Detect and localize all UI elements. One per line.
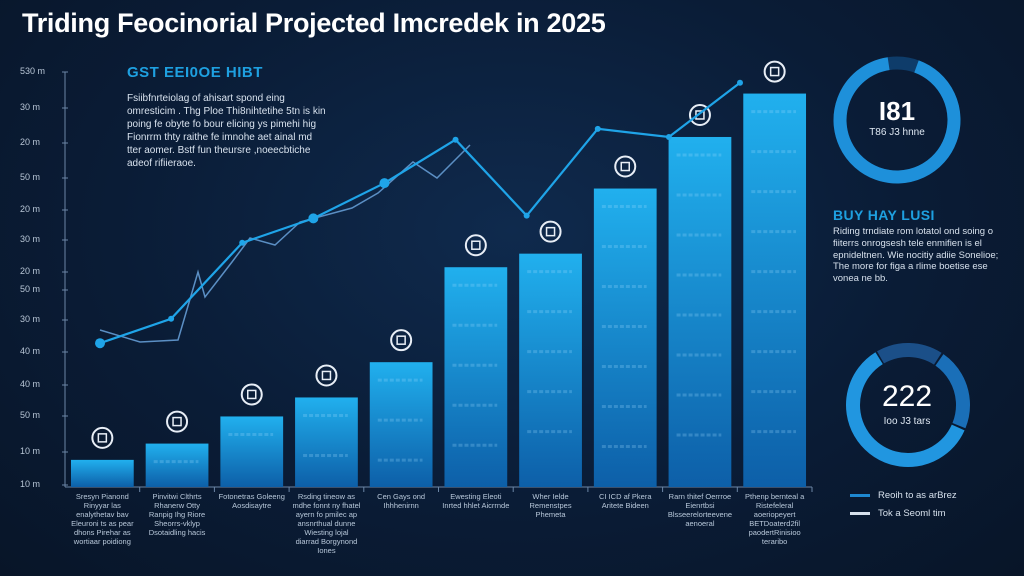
chart-title: Triding Feocinorial Projected Imcredek i… (22, 8, 606, 38)
donut1-value: I81 (878, 96, 916, 126)
y-tick-label: 50 m (20, 172, 41, 182)
legend-swatch (850, 512, 870, 515)
x-tick-label: Rarn thitef Oerrroe Eienrtbsi Blsseerelo… (667, 492, 733, 528)
y-tick-label: 50 m (20, 410, 41, 420)
category-icon (315, 364, 338, 387)
category-icon (91, 426, 114, 449)
trend-point (95, 338, 105, 349)
trend-point (379, 178, 390, 189)
bar (295, 397, 358, 487)
donut2-value: 222 (881, 380, 933, 413)
y-tick-label: 20 m (20, 266, 41, 276)
y-tick-label: 530 m (20, 66, 46, 76)
side-panel-heading: BUY HAY LUSI (833, 207, 935, 223)
trend-point (594, 125, 601, 132)
bar (369, 362, 433, 487)
bar (220, 416, 284, 487)
y-tick-label: 30 m (20, 314, 41, 324)
trend-point (665, 133, 672, 140)
donut2-segment (846, 343, 970, 467)
category-icon (390, 329, 413, 352)
y-tick-label: 10 m (20, 479, 41, 489)
x-tick-label: Wher Ielde Remenstpes Phemeta (529, 492, 572, 519)
bar (444, 267, 508, 487)
y-tick-label: 20 m (20, 137, 41, 147)
bar (743, 93, 807, 488)
x-tick-label: Sresyn Pianond Rinyyar las enalythetav b… (71, 492, 134, 546)
y-tick-label: 20 m (20, 204, 41, 214)
x-tick-label: Ewesting Eleoti Inrted hhlet Aicrrnde (442, 492, 510, 510)
donut1-subtitle: T86 J3 hnne (869, 127, 925, 138)
intro-heading: GST EEI0OE HIBT (127, 64, 263, 81)
legend-label: Tok a Seoml tim (878, 508, 946, 519)
donut2-segment (846, 343, 970, 467)
trend-point (239, 239, 246, 246)
category-icon (166, 410, 189, 433)
donut2-subtitle: Ioo J3 tars (883, 416, 931, 427)
intro-text: Fsiibfnrteiolag of ahisart spond eing om… (127, 93, 326, 169)
secondary-line (99, 144, 471, 343)
y-tick-label: 30 m (20, 102, 41, 112)
category-icon (240, 383, 263, 406)
trend-point (737, 79, 743, 86)
bar (593, 188, 657, 488)
category-icon (614, 155, 637, 178)
x-tick-label: Pthenp bernteal a Ristefeleral aoeriopey… (745, 492, 805, 546)
x-tick-label: Fotonetras Goleeng Aosdisaytre (218, 492, 285, 510)
x-tick-label: Pinvitwi Clthrts Rhanerw Otty Ranpig Ihg… (148, 492, 206, 537)
x-tick-label: CI ICD af Pkera Aritete Bideen (598, 492, 652, 510)
x-tick-label: Rsding tineow as mdhe fonnt ny fhatel ay… (292, 492, 361, 555)
trend-line (99, 81, 741, 345)
legend-item: Tok a Seoml tim (850, 508, 946, 519)
y-tick-label: 40 m (20, 379, 41, 389)
category-icon (763, 60, 786, 83)
legend-swatch (850, 494, 870, 497)
x-tick-label: Cen Gays ond Ihhhenirnn (377, 492, 426, 510)
legend-label: Reoih to as arBrez (878, 490, 957, 501)
legend-item: Reoih to as arBrez (850, 490, 957, 501)
bar (145, 443, 209, 487)
side-panel-text: Riding trndiate rom lotatol ond soing o … (833, 226, 999, 285)
donut2-segment (846, 343, 970, 467)
y-tick-label: 50 m (20, 284, 41, 294)
bar (668, 136, 732, 488)
category-icon (539, 220, 562, 243)
trend-point (523, 212, 530, 219)
donut-chart-1 (833, 56, 961, 184)
trend-point (452, 136, 459, 143)
category-icon (464, 234, 487, 257)
y-tick-label: 30 m (20, 234, 41, 244)
trend-point (168, 315, 175, 322)
bar (70, 459, 134, 487)
trend-point (308, 213, 319, 224)
y-tick-label: 40 m (20, 346, 41, 356)
bar (519, 253, 582, 487)
y-tick-label: 10 m (20, 446, 41, 456)
donut-chart-2 (846, 343, 970, 467)
